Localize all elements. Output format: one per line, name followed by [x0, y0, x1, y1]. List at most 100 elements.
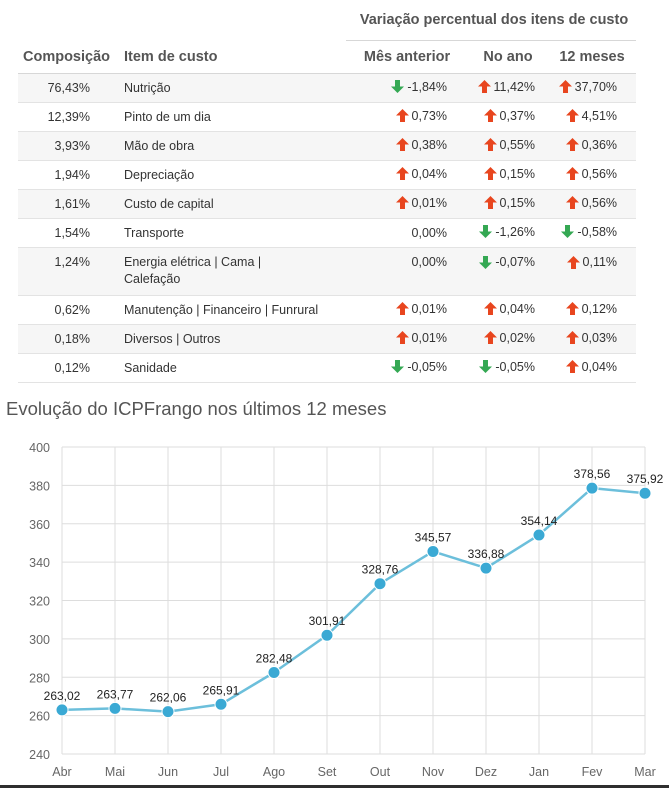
- item-label-line: Pinto de um dia: [124, 110, 211, 124]
- arrow-down-icon: [479, 256, 493, 269]
- no-ano-value: 0,37%: [483, 108, 535, 123]
- data-point: [214, 697, 228, 711]
- 12-meses-cell: 37,70%: [548, 73, 637, 103]
- arrow-down-icon: [561, 225, 575, 239]
- mes-anterior-value: 0,38%: [395, 138, 447, 152]
- item-label-line: Depreciação: [124, 168, 195, 182]
- no-ano-value: -0,05%: [479, 360, 535, 374]
- table-row: 3,93% Mão de obra 0,38% 0,55% 0,36%: [18, 131, 637, 161]
- item-cell: Transporte: [120, 218, 346, 248]
- data-point: [108, 701, 122, 715]
- composicao-value: 1,54%: [54, 226, 90, 240]
- item-label-line: Mão de obra: [124, 139, 195, 153]
- no-ano-text: 0,04%: [499, 301, 535, 316]
- mes-anterior-value: -0,05%: [391, 360, 447, 374]
- 12-meses-cell: 0,11%: [548, 247, 637, 296]
- item-label-line: Custo de capital: [124, 197, 214, 211]
- 12-meses-text: 0,56%: [581, 166, 618, 181]
- composicao-cell: 1,61%: [18, 189, 120, 219]
- item-label: Energia elétrica | Cama | Calefação: [124, 248, 346, 288]
- cost-items-table-container: Variação percentual dos itens de custo C…: [18, 0, 637, 383]
- 12-meses-cell: 0,04%: [548, 353, 637, 383]
- data-label: 262,06: [150, 691, 187, 705]
- line-chart: 240 260 280 300 320 340 360 380 400 Abr Mai Jun Jul A…: [29, 441, 664, 779]
- mes-anterior-value: 0,01%: [395, 301, 447, 316]
- composicao-value: 12,39%: [47, 110, 90, 124]
- 12-meses-value: 0,56%: [565, 166, 618, 181]
- mes-anterior-cell: -1,84%: [346, 73, 468, 103]
- y-tick-label: 380: [29, 479, 50, 493]
- mes-anterior-cell: 0,04%: [346, 160, 468, 190]
- 12-meses-value: 37,70%: [558, 80, 617, 94]
- no-ano-text: -0,05%: [495, 359, 535, 374]
- item-cell: Custo de capital: [120, 189, 346, 219]
- 12-meses-text: 0,04%: [581, 359, 618, 374]
- table-row: 0,12% Sanidade -0,05% -0,05% 0,04%: [18, 353, 637, 383]
- data-point: [532, 528, 546, 542]
- arrow-up-icon: [565, 109, 579, 123]
- data-point: [479, 561, 493, 575]
- mes-anterior-cell: -0,05%: [346, 353, 468, 383]
- data-point: [320, 628, 334, 642]
- arrow-up-icon: [395, 196, 409, 210]
- data-label: 263,02: [44, 689, 81, 703]
- table-row: 1,94% Depreciação 0,04% 0,15% 0,56%: [18, 160, 637, 190]
- group-header-row: Variação percentual dos itens de custo: [18, 0, 637, 41]
- x-tick-label: Dez: [475, 765, 497, 779]
- composicao-cell: 1,94%: [18, 160, 120, 190]
- table-row: 0,62% Manutenção | Financeiro | Funrural 0…: [18, 295, 637, 325]
- no-ano-value: -0,07%: [468, 248, 535, 271]
- x-tick-label: Nov: [422, 765, 445, 779]
- arrow-up-icon: [395, 167, 409, 181]
- composicao-cell: 0,62%: [18, 295, 120, 325]
- 12-meses-value: 0,11%: [548, 248, 617, 271]
- table-row: 12,39% Pinto de um dia 0,73% 0,37% 4,51%: [18, 102, 637, 132]
- 12-meses-cell: 4,51%: [548, 102, 637, 132]
- no-ano-text: -0,07%: [495, 255, 535, 269]
- composicao-cell: 0,18%: [18, 324, 120, 354]
- y-tick-label: 280: [29, 671, 50, 685]
- y-tick-label: 300: [29, 633, 50, 647]
- composicao-cell: 76,43%: [18, 73, 120, 103]
- no-ano-cell: -0,07%: [468, 247, 548, 296]
- mes-anterior-cell: 0,38%: [346, 131, 468, 161]
- table-row: 1,24% Energia elétrica | Cama | Calefação 0…: [18, 247, 637, 296]
- table-row: 1,61% Custo de capital 0,01% 0,15% 0,56%: [18, 189, 637, 219]
- no-ano-value: 11,42%: [477, 80, 535, 94]
- no-ano-text: -1,26%: [495, 224, 535, 239]
- arrow-up-icon: [565, 167, 579, 181]
- arrow-up-icon: [565, 331, 579, 345]
- table-row: 1,54% Transporte 0,00% -1,26% -0,58%: [18, 218, 637, 248]
- mes-anterior-value: 0,01%: [395, 331, 447, 345]
- arrow-up-icon: [565, 196, 579, 210]
- arrow-up-icon: [483, 109, 497, 123]
- no-ano-cell: 0,55%: [468, 131, 548, 161]
- 12-meses-text: 0,11%: [582, 255, 618, 269]
- composicao-value: 76,43%: [47, 81, 90, 95]
- mes-anterior-cell: 0,01%: [346, 324, 468, 354]
- no-ano-text: 0,55%: [499, 137, 535, 152]
- no-ano-cell: -1,26%: [468, 218, 548, 248]
- arrow-down-icon: [391, 360, 405, 374]
- x-tick-label: Jun: [158, 765, 178, 779]
- item-label: Mão de obra: [124, 139, 194, 153]
- data-label: 263,77: [97, 687, 134, 701]
- y-tick-label: 320: [29, 595, 50, 609]
- arrow-down-icon: [479, 225, 493, 239]
- 12-meses-cell: 0,03%: [548, 324, 637, 354]
- no-ano-text: 0,02%: [499, 330, 535, 345]
- bottom-divider: [0, 785, 669, 788]
- mes-anterior-text: 0,01%: [411, 301, 447, 316]
- item-cell: Pinto de um dia: [120, 102, 346, 132]
- 12-meses-value: 0,12%: [565, 302, 617, 316]
- 12-meses-value: -0,58%: [561, 225, 617, 239]
- mes-anterior-value: 0,01%: [395, 195, 447, 210]
- data-label: 282,48: [256, 651, 293, 665]
- mes-anterior-cell: 0,00%: [346, 218, 468, 248]
- item-label: Diversos | Outros: [124, 332, 220, 346]
- no-ano-text: 0,37%: [499, 108, 535, 123]
- item-cell: Nutrição: [120, 73, 346, 103]
- mes-anterior-text: 0,01%: [411, 195, 447, 210]
- y-tick-label: 360: [29, 518, 50, 532]
- arrow-up-icon: [483, 138, 497, 152]
